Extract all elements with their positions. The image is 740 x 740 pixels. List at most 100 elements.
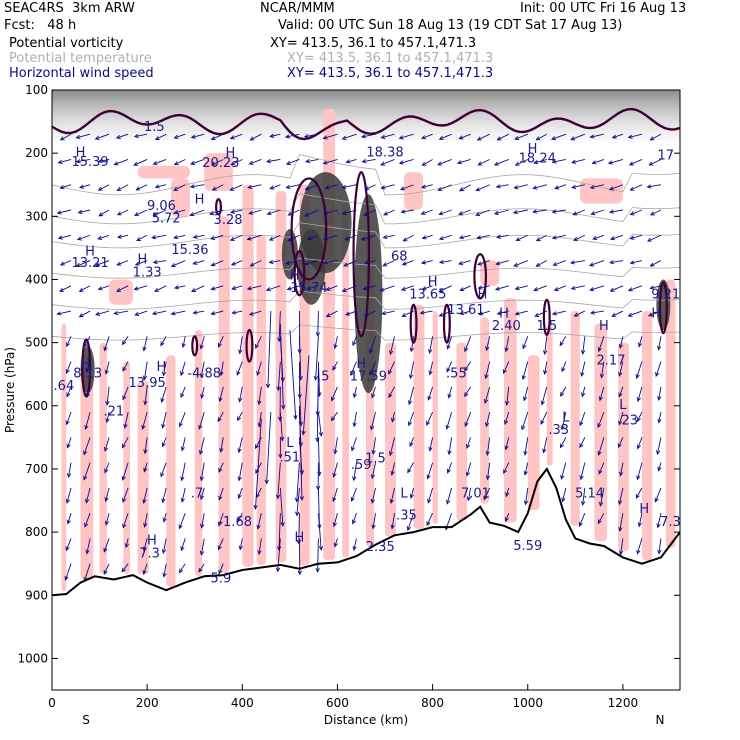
wind-vector-head [154, 184, 160, 189]
wind-vector [637, 437, 643, 449]
wind-vector-head [475, 187, 481, 192]
wind-vector [278, 513, 281, 551]
wind-vector-head [192, 260, 198, 265]
wind-vector [570, 260, 585, 264]
wind-vector [522, 361, 529, 380]
wind-vector [345, 234, 357, 241]
wind-vector-head [382, 262, 388, 267]
wind-vector [426, 512, 434, 526]
pv-shade-band [256, 235, 267, 565]
wind-vector [209, 209, 224, 215]
wind-vector-head [256, 524, 261, 530]
wind-vector-layer [56, 133, 662, 582]
wind-vector [125, 538, 129, 548]
wind-vector-head [134, 261, 140, 266]
wind-vector-head [103, 446, 109, 452]
wind-vector [77, 234, 91, 241]
wind-vector [134, 209, 148, 216]
wind-vector-head [105, 400, 110, 406]
wind-vector [298, 513, 300, 544]
wind-vector-head [345, 311, 350, 316]
wind-vector [143, 538, 148, 551]
contour-annotation: H [195, 193, 205, 208]
pv-shade-band [99, 342, 107, 574]
wind-vector [305, 159, 319, 163]
wind-vector [279, 487, 284, 526]
wind-vector [427, 462, 434, 479]
wind-vector-head [121, 340, 127, 346]
wind-vector-head [599, 373, 605, 379]
wind-vector [650, 260, 662, 267]
wind-vector-head [77, 209, 83, 214]
wind-vector [211, 310, 224, 315]
wind-vector-head [657, 466, 662, 472]
wind-vector [193, 310, 205, 314]
wind-vector-head [199, 550, 205, 556]
wind-vector-head [237, 494, 242, 500]
wind-vector-head [380, 161, 386, 166]
wind-vector [266, 412, 272, 484]
wind-vector-head [426, 521, 431, 527]
pv-contour [245, 328, 254, 363]
wind-vector [459, 133, 471, 140]
wind-vector-head [421, 286, 427, 291]
wind-vector-head [85, 498, 90, 504]
wind-vector [218, 513, 224, 526]
contour-annotation: 1.5 [365, 452, 386, 467]
wind-vector [122, 513, 129, 528]
wind-vector-head [198, 450, 204, 456]
wind-vector-head [190, 160, 196, 165]
contour-annotation: H [651, 306, 661, 321]
wind-vector-head [59, 184, 65, 190]
wind-vector-head [341, 287, 347, 292]
wind-vector [533, 285, 547, 291]
wind-vector [181, 437, 186, 451]
wind-vector-head [571, 159, 577, 164]
wind-vector [211, 133, 224, 140]
wind-vector-head [627, 134, 633, 139]
wind-vector-head [570, 136, 576, 141]
wind-vector [636, 361, 643, 379]
wind-vector-head [133, 212, 139, 217]
wind-vector [521, 411, 529, 430]
wind-vector-head [190, 288, 196, 292]
wind-vector-head [589, 134, 595, 139]
wind-vector-head [210, 262, 216, 267]
wind-vector [620, 462, 624, 476]
wind-vector-head [617, 500, 623, 506]
wind-vector-head [248, 160, 254, 165]
wind-vector [248, 184, 262, 189]
wind-vector [612, 133, 624, 139]
wind-vector [486, 437, 491, 456]
wind-vector-head [446, 367, 451, 373]
wind-vector-head [170, 263, 176, 267]
wind-vector-head [304, 186, 310, 191]
wind-vector [599, 386, 605, 401]
wind-vector-head [636, 444, 641, 450]
wind-vector-head [654, 497, 659, 503]
wind-vector-head [209, 211, 215, 216]
wind-vector [180, 538, 186, 551]
wind-vector [658, 386, 662, 401]
wind-vector [98, 184, 110, 191]
wind-vector-head [266, 158, 272, 164]
wind-vector [256, 487, 262, 498]
wind-vector-head [579, 475, 584, 481]
wind-vector-head [635, 374, 640, 380]
wind-vector-head [379, 287, 385, 292]
contour-annotation: .64 [54, 379, 75, 394]
x-tick-label: 0 [48, 696, 56, 710]
wind-vector-head [533, 160, 539, 165]
wind-vector [637, 462, 643, 480]
wind-vector [323, 133, 338, 139]
contour-annotation: H [226, 146, 236, 161]
wind-vector-head [464, 422, 469, 428]
wind-vector [650, 209, 662, 216]
wind-vector-head [447, 450, 452, 456]
wind-vector-head [151, 311, 157, 316]
wind-vector-head [483, 398, 489, 404]
wind-vector-head [161, 442, 166, 448]
contour-annotation: L [286, 436, 294, 451]
wind-vector-head [505, 492, 510, 498]
wind-vector [409, 361, 415, 379]
